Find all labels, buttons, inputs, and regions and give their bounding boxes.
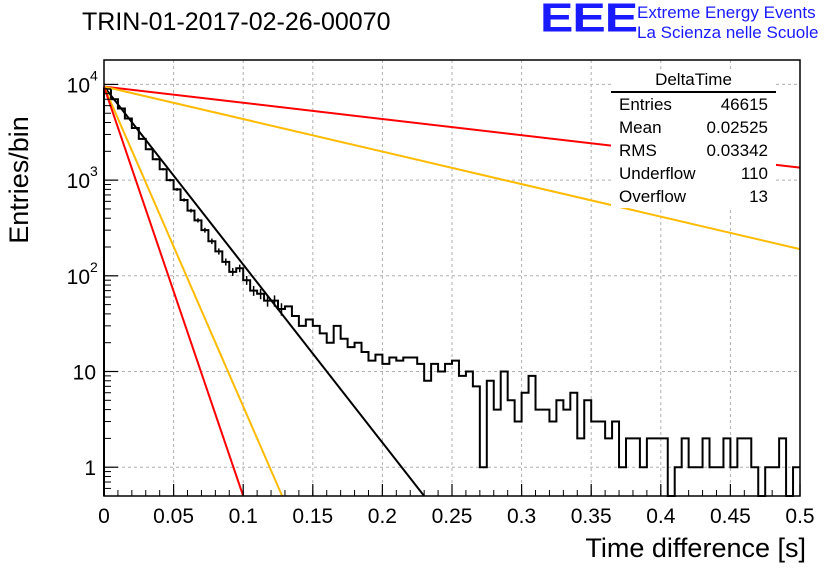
stats-value: 13: [749, 187, 768, 206]
y-tick-label: 10: [67, 266, 90, 289]
y-axis-label: Entries/bin: [4, 116, 34, 244]
y-tick-exponent: 3: [90, 163, 98, 179]
stats-value: 110: [740, 164, 768, 183]
stats-row: RMS 0.03342: [611, 139, 776, 162]
chart-title: TRIN-01-2017-02-26-00070: [82, 8, 391, 36]
stats-label: Underflow: [619, 164, 696, 183]
axis-ticks: [103, 83, 801, 497]
x-tick-label: 0.35: [571, 505, 612, 528]
stats-value: 0.03342: [706, 141, 768, 160]
x-tick-label: 0.05: [153, 505, 194, 528]
x-tick-label: 0.1: [229, 505, 258, 528]
fit-line: [103, 85, 801, 251]
fit-lines: [103, 85, 801, 497]
stats-value: 46615: [720, 95, 768, 114]
stats-row: Mean 0.02525: [611, 116, 776, 139]
x-tick-label: 0.5: [785, 505, 814, 528]
fit-line: [103, 86, 245, 497]
x-tick-label: 0.4: [646, 505, 676, 528]
x-tick-label: 0.3: [507, 505, 536, 528]
x-axis-label: Time difference [s]: [585, 533, 806, 563]
x-tick-label: 0: [98, 505, 110, 528]
stats-label: Overflow: [619, 187, 687, 206]
logo-line-2: La Scienza nelle Scuole: [637, 23, 819, 42]
fit-line: [103, 86, 284, 497]
fit-line: [103, 85, 425, 497]
x-tick-label: 0.25: [432, 505, 473, 528]
x-tick-label: 0.15: [292, 505, 333, 528]
x-tick-label: 0.45: [710, 505, 751, 528]
y-tick-label: 10: [67, 170, 90, 193]
stats-row: Entries 46615: [611, 93, 776, 116]
stats-row: Overflow 13: [611, 185, 776, 208]
stats-label: Mean: [619, 118, 662, 137]
tick-labels: 0 0.05 0.1 0.15 0.2 0.25 0.3 0.35 0.4 0.45 0.51101…: [67, 67, 815, 528]
x-tick-label: 0.2: [368, 505, 397, 528]
y-tick-exponent: 4: [90, 67, 98, 83]
stats-row: Underflow 110: [611, 162, 776, 185]
stats-title: DeltaTime: [611, 70, 776, 93]
y-tick-label: 1: [84, 457, 96, 480]
y-tick-label: 10: [73, 362, 96, 385]
stats-box: DeltaTime Entries 46615 Mean 0.02525 RMS…: [611, 70, 776, 208]
stats-label: Entries: [619, 95, 672, 114]
y-tick-exponent: 2: [90, 259, 98, 275]
stats-label: RMS: [619, 141, 657, 160]
y-tick-label: 10: [67, 74, 90, 97]
logo-line-1: Extreme Energy Events: [637, 3, 816, 22]
stats-value: 0.02525: [706, 118, 768, 137]
eee-logo: EEE: [540, 0, 638, 41]
